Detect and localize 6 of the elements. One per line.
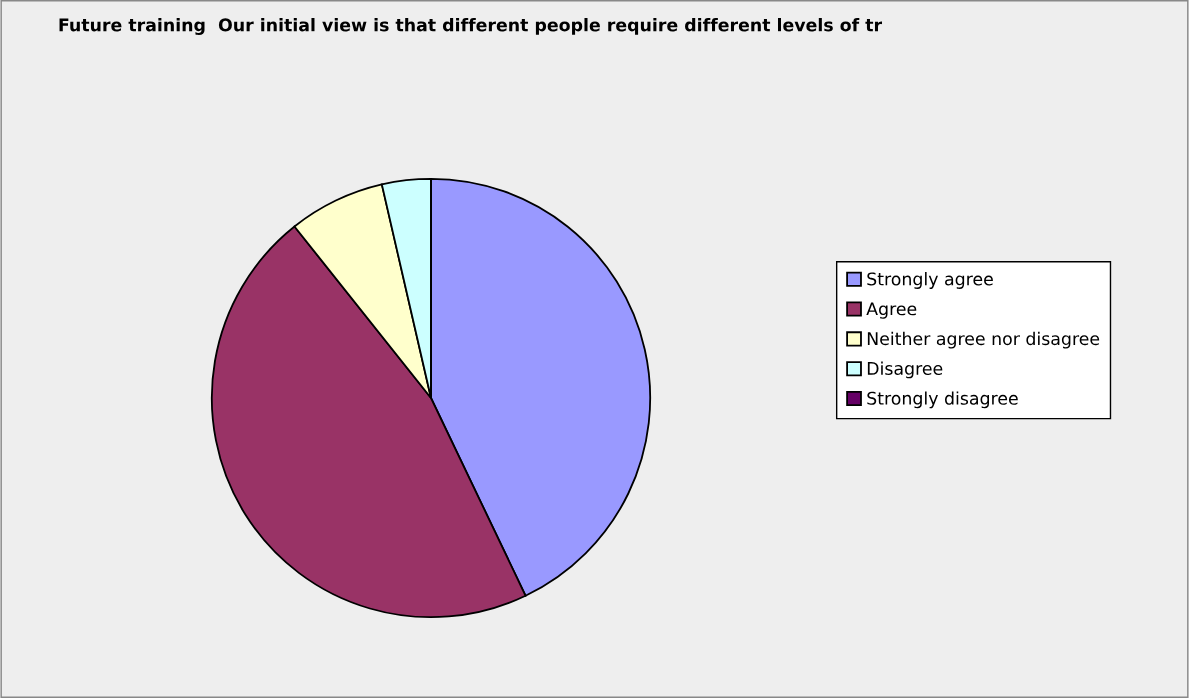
legend-label: Neither agree nor disagree	[867, 331, 1100, 349]
legend-label: Strongly disagree	[867, 391, 1018, 409]
legend-label: Agree	[866, 302, 917, 319]
legend-label: Strongly agree	[867, 272, 993, 289]
legend-label: Disagree	[867, 361, 943, 379]
chart-title: Future training Our initial view is that different people require different levels of tr	[59, 18, 883, 35]
